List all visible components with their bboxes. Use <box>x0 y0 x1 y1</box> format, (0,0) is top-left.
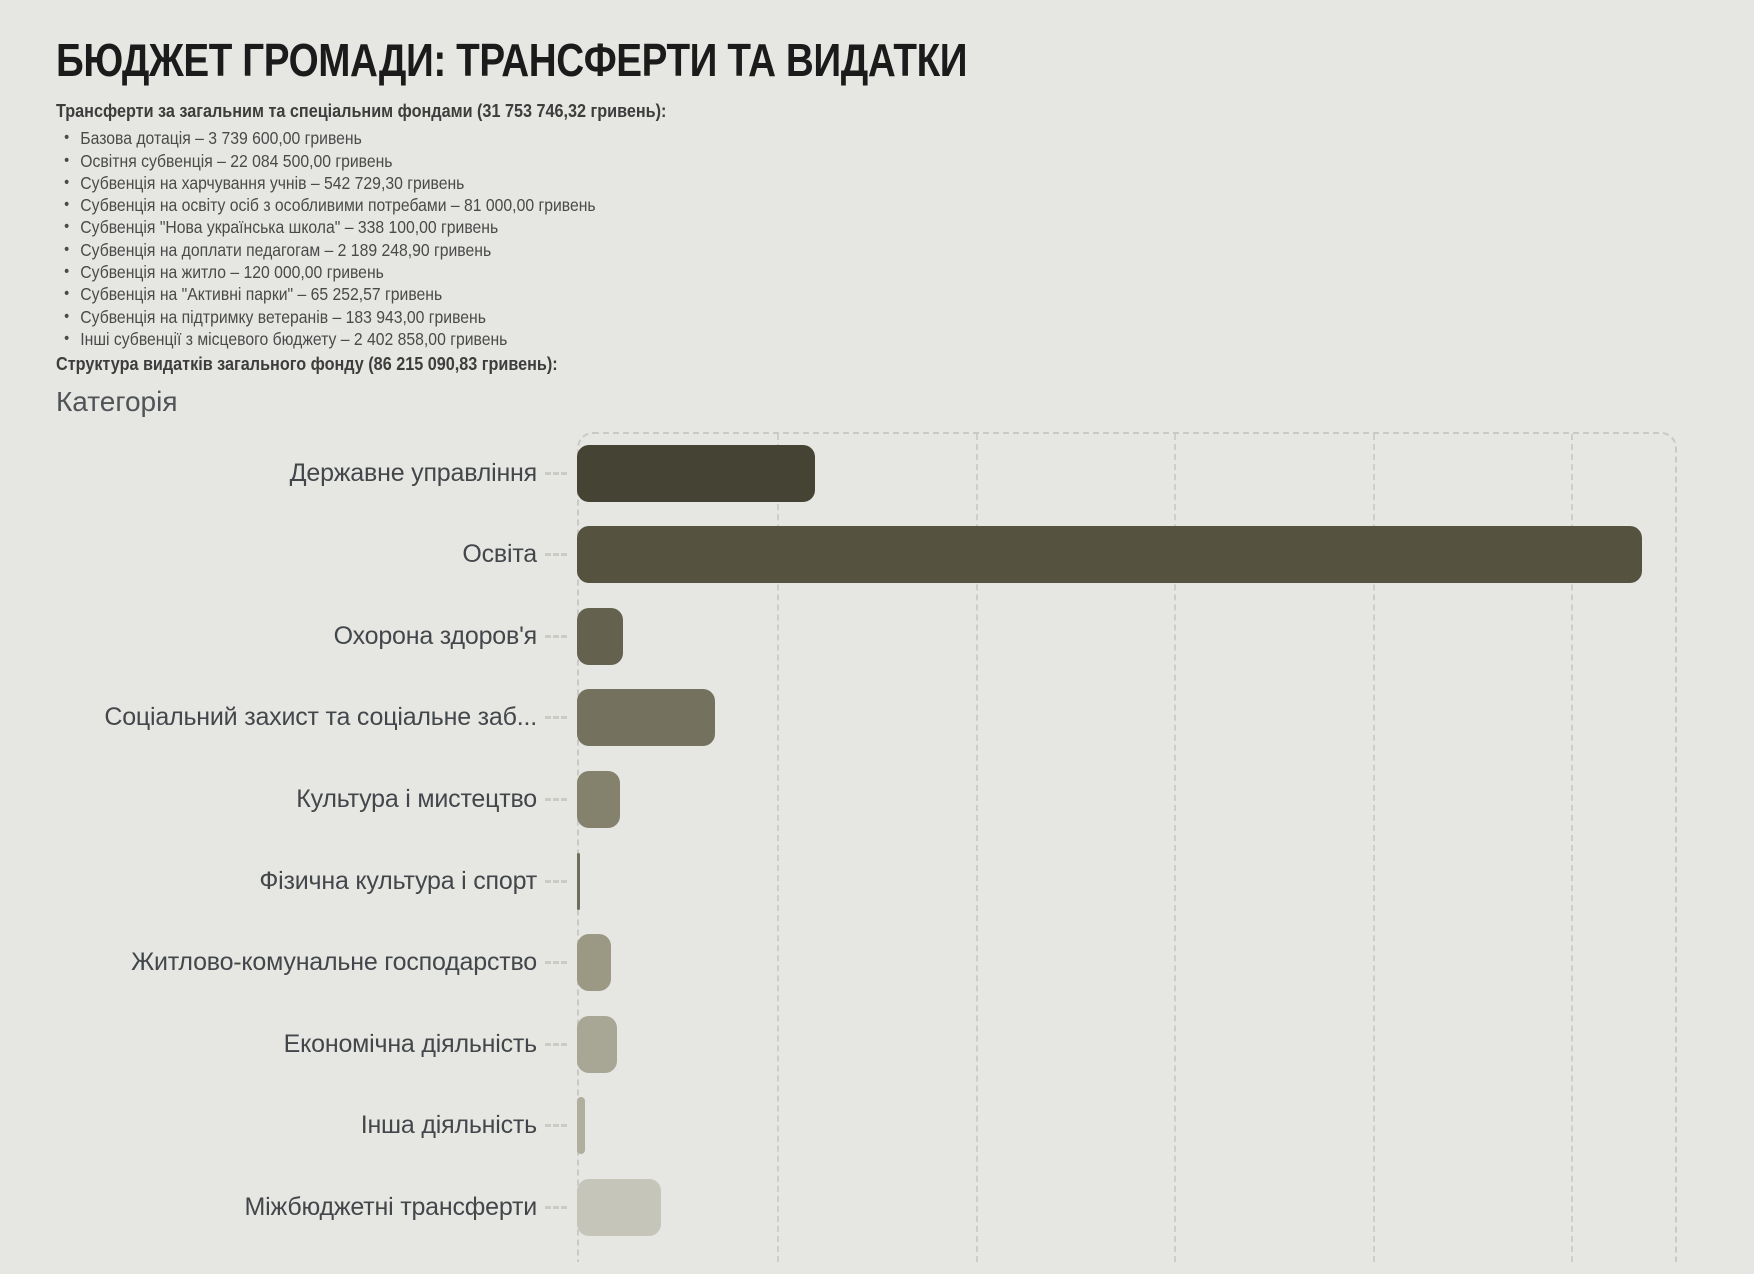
transfer-item: Освітня субвенція – 22 084 500,00 гривен… <box>56 150 740 173</box>
tick-dash <box>545 1124 567 1128</box>
bar-track <box>577 759 1677 841</box>
category-label: Освіта <box>462 540 537 569</box>
transfer-item: Субвенція "Нова українська школа" – 338 … <box>56 216 740 239</box>
category-tick <box>537 797 577 801</box>
transfer-item: Інші субвенції з місцевого бюджету – 2 4… <box>56 328 740 351</box>
category-label: Фізична культура і спорт <box>259 866 537 895</box>
bar-track <box>577 1167 1677 1249</box>
tick-dash <box>545 1205 567 1209</box>
bar-track <box>577 922 1677 1004</box>
transfers-list: Базова дотація – 3 739 600,00 гривеньОсв… <box>56 127 740 350</box>
tick-dash <box>545 471 567 475</box>
category-label: Соціальний захист та соціальне заб... <box>104 703 537 732</box>
chart-row: Міжбюджетні трансферти <box>56 1167 1677 1249</box>
chart-row: Економічна діяльність <box>56 1003 1677 1085</box>
category-tick <box>537 471 577 475</box>
content: БЮДЖЕТ ГРОМАДИ: ТРАНСФЕРТИ ТА ВИДАТКИ Тр… <box>0 34 1754 1263</box>
tick-dash <box>545 553 567 557</box>
category-tick <box>537 1205 577 1209</box>
bar[interactable] <box>577 444 815 502</box>
gridline <box>1571 434 1574 1263</box>
category-tick <box>537 716 577 720</box>
gridline <box>1372 434 1375 1263</box>
category-tick <box>537 1124 577 1128</box>
bar[interactable] <box>577 1015 617 1073</box>
bar[interactable] <box>577 1097 585 1155</box>
chart-row: Освіта <box>56 514 1677 596</box>
transfer-item: Субвенція на освіту осіб з особливими по… <box>56 194 740 217</box>
category-tick <box>537 553 577 557</box>
transfer-item: Субвенція на підтримку ветеранів – 183 9… <box>56 306 740 329</box>
bar-track <box>577 432 1677 514</box>
bar-track <box>577 840 1677 922</box>
category-tick <box>537 1042 577 1046</box>
category-tick <box>537 634 577 638</box>
chart-row: Культура і мистецтво <box>56 759 1677 841</box>
bar[interactable] <box>577 852 580 910</box>
tick-dash <box>545 1042 567 1046</box>
bar-track <box>577 514 1677 596</box>
bar-track <box>577 1003 1677 1085</box>
bar[interactable] <box>577 607 623 665</box>
gridline <box>1174 434 1177 1263</box>
chart-row: Інша діяльність <box>56 1085 1677 1167</box>
tick-dash <box>545 634 567 638</box>
chart-row: Житлово-комунальне господарство <box>56 922 1677 1004</box>
chart-axis-title: Категорія <box>56 386 178 418</box>
tick-dash <box>545 716 567 720</box>
category-label: Інша діяльність <box>360 1111 537 1140</box>
transfer-item: Субвенція на "Активні парки" – 65 252,57… <box>56 283 740 306</box>
chart-rows: Державне управління Освіта Охорона здоров'… <box>56 432 1677 1248</box>
bar-track <box>577 595 1677 677</box>
category-label: Житлово-комунальне господарство <box>131 948 537 977</box>
category-label: Державне управління <box>289 458 537 487</box>
expenditures-bar-chart: Державне управління Освіта Охорона здоров'… <box>56 432 1677 1263</box>
tick-dash <box>545 961 567 965</box>
transfer-item: Субвенція на доплати педагогам – 2 189 2… <box>56 239 740 262</box>
category-label: Міжбюджетні трансферти <box>244 1192 537 1221</box>
category-label: Культура і мистецтво <box>296 784 537 813</box>
intro-text-block: Трансферти за загальним та спеціальним ф… <box>56 100 740 375</box>
transfer-item: Субвенція на харчування учнів – 542 729,… <box>56 172 740 195</box>
transfers-heading: Трансферти за загальним та спеціальним ф… <box>56 101 667 122</box>
category-tick <box>537 879 577 883</box>
gridline <box>975 434 978 1263</box>
page-bottom-edge <box>0 1274 1754 1278</box>
bar-track <box>577 1085 1677 1167</box>
expenditures-heading: Структура видатків загального фонду (86 … <box>56 354 558 375</box>
bar[interactable] <box>577 934 611 992</box>
chart-row: Державне управління <box>56 432 1677 514</box>
chart-row: Охорона здоров'я <box>56 595 1677 677</box>
chart-row: Фізична культура і спорт <box>56 840 1677 922</box>
category-label: Охорона здоров'я <box>333 621 537 650</box>
category-label: Економічна діяльність <box>283 1029 537 1058</box>
bar[interactable] <box>577 689 715 747</box>
page-title: БЮДЖЕТ ГРОМАДИ: ТРАНСФЕРТИ ТА ВИДАТКИ <box>56 34 968 86</box>
tick-dash <box>545 879 567 883</box>
tick-dash <box>545 797 567 801</box>
page: { "page": { "title": "БЮДЖЕТ ГРОМАДИ: ТР… <box>0 36 1754 1278</box>
bar[interactable] <box>577 1178 661 1236</box>
category-tick <box>537 961 577 965</box>
plot-area <box>577 432 1677 1263</box>
gridline <box>777 434 780 1263</box>
transfer-item: Базова дотація – 3 739 600,00 гривень <box>56 127 740 150</box>
bar[interactable] <box>577 770 620 828</box>
bar-track <box>577 677 1677 759</box>
chart-row: Соціальний захист та соціальне заб... <box>56 677 1677 759</box>
bar[interactable] <box>577 526 1642 584</box>
transfer-item: Субвенція на житло – 120 000,00 гривень <box>56 261 740 284</box>
